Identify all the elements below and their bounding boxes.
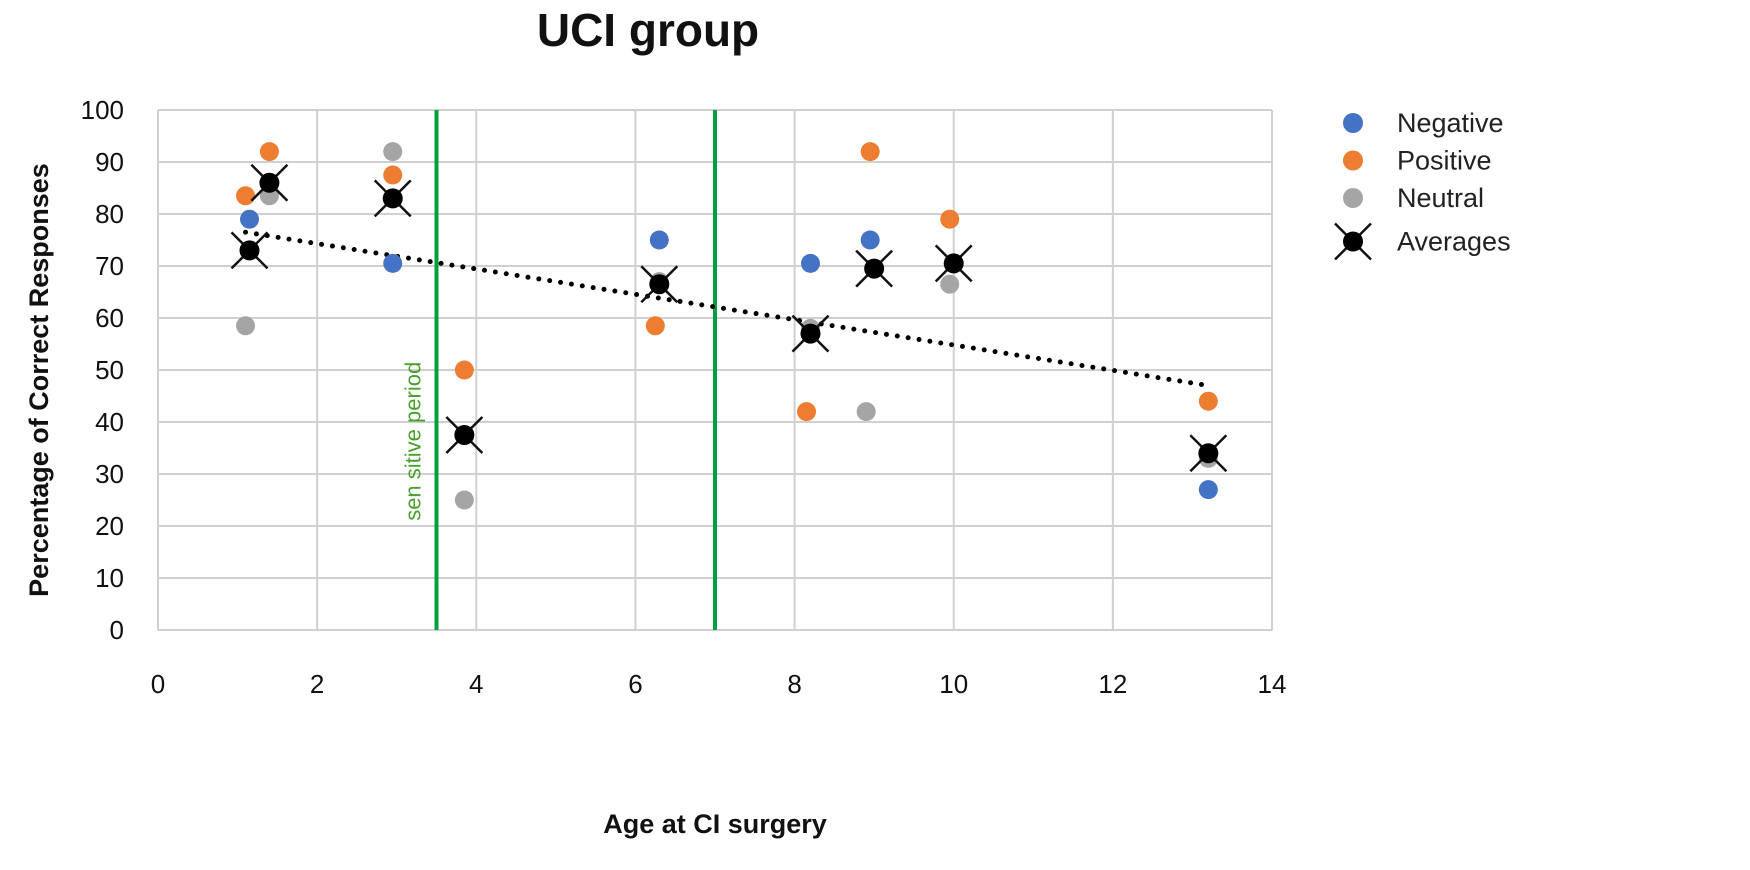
legend-label-averages: Averages bbox=[1397, 227, 1511, 257]
average-dot bbox=[1343, 231, 1363, 252]
trendline bbox=[243, 229, 1211, 389]
negative-point bbox=[800, 253, 820, 273]
negative-point bbox=[383, 253, 403, 273]
positive-point bbox=[383, 165, 403, 185]
average-point bbox=[250, 163, 289, 202]
legend: Negative Positive Neutral Averages bbox=[1334, 108, 1511, 261]
negative-point bbox=[649, 230, 669, 250]
y-tick-label: 90 bbox=[95, 147, 124, 177]
x-tick-label: 2 bbox=[310, 669, 324, 699]
positive-point bbox=[259, 142, 279, 162]
positive-point bbox=[940, 209, 960, 229]
plot-area: 0 10 20 30 40 50 60 70 80 90 100 0 2 4 6 8 10 12 14 sen sit… bbox=[81, 95, 1287, 699]
x-tick-label: 14 bbox=[1258, 669, 1287, 699]
legend-marker-averages bbox=[1334, 222, 1372, 261]
negative-point bbox=[1198, 480, 1218, 500]
x-tick-label: 8 bbox=[787, 669, 801, 699]
average-point bbox=[373, 179, 412, 218]
average-dot bbox=[943, 253, 964, 274]
positive-point bbox=[860, 142, 880, 162]
y-tick-label: 20 bbox=[95, 511, 124, 541]
x-tick-label: 0 bbox=[151, 669, 165, 699]
positive-point bbox=[645, 316, 665, 336]
positive-point bbox=[797, 402, 817, 422]
chart-title: UCI group bbox=[537, 4, 759, 56]
negative-point bbox=[860, 230, 880, 250]
average-dot bbox=[259, 172, 280, 193]
average-point bbox=[230, 231, 269, 270]
positive-point bbox=[454, 360, 474, 380]
legend-marker-negative bbox=[1343, 113, 1363, 133]
sensitive-period-annotation: sen sitive period bbox=[401, 362, 426, 521]
neutral-point bbox=[236, 316, 256, 336]
legend-label-neutral: Neutral bbox=[1397, 183, 1484, 213]
y-axis-label: Percentage of Correct Responses bbox=[24, 163, 54, 597]
y-tick-label: 0 bbox=[110, 615, 124, 645]
y-tick-label: 10 bbox=[95, 563, 124, 593]
average-dot bbox=[649, 274, 670, 295]
average-point bbox=[640, 265, 679, 304]
y-tick-label: 70 bbox=[95, 251, 124, 281]
average-dot bbox=[239, 240, 260, 261]
legend-label-negative: Negative bbox=[1397, 108, 1504, 138]
x-tick-label: 10 bbox=[939, 669, 968, 699]
neutral-point bbox=[454, 490, 474, 510]
y-tick-label: 60 bbox=[95, 303, 124, 333]
x-tick-label: 6 bbox=[628, 669, 642, 699]
average-point bbox=[855, 249, 894, 288]
negative-point bbox=[240, 209, 260, 229]
legend-marker-positive bbox=[1343, 150, 1363, 171]
x-tick-label: 4 bbox=[469, 669, 483, 699]
y-tick-label: 40 bbox=[95, 407, 124, 437]
neutral-point bbox=[856, 402, 876, 422]
average-point bbox=[445, 416, 484, 454]
y-tick-label: 80 bbox=[95, 199, 124, 229]
y-tick-label: 50 bbox=[95, 355, 124, 385]
average-dot bbox=[454, 425, 475, 445]
x-axis-label: Age at CI surgery bbox=[603, 809, 827, 839]
average-dot bbox=[800, 323, 821, 344]
average-point bbox=[934, 244, 973, 283]
legend-marker-neutral bbox=[1343, 188, 1363, 208]
legend-label-positive: Positive bbox=[1397, 146, 1492, 176]
neutral-point bbox=[940, 274, 960, 294]
y-tick-label: 30 bbox=[95, 459, 124, 489]
positive-point bbox=[236, 186, 256, 206]
y-tick-label: 100 bbox=[81, 95, 124, 125]
average-dot bbox=[1198, 443, 1219, 464]
average-point bbox=[791, 314, 830, 353]
positive-point bbox=[1198, 391, 1218, 411]
x-tick-label: 12 bbox=[1098, 669, 1127, 699]
average-point bbox=[1189, 434, 1228, 473]
neutral-point bbox=[383, 142, 403, 162]
average-dot bbox=[382, 188, 403, 209]
average-dot bbox=[864, 258, 885, 279]
